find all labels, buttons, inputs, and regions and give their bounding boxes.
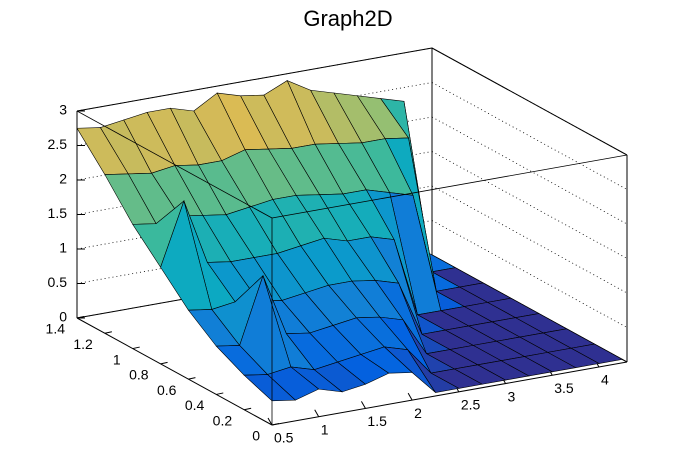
x-tick-label: 2	[414, 405, 422, 421]
tick-mark	[160, 361, 168, 365]
z-tick-label: 0	[59, 309, 67, 325]
tick-mark	[216, 392, 224, 395]
grid-line	[76, 47, 433, 112]
surface-cell	[243, 374, 297, 402]
tick-mark	[76, 316, 85, 319]
y-tick-label: 1.4	[46, 321, 66, 337]
tick-mark	[132, 346, 140, 350]
z-tick-label: 3	[59, 102, 67, 118]
grid-line	[431, 151, 628, 259]
tick-mark	[244, 407, 252, 411]
z-tick-label: 1	[59, 240, 67, 256]
z-tick-label: 0.5	[48, 274, 68, 290]
y-tick-label: 0	[252, 428, 260, 444]
tick-mark	[188, 377, 196, 380]
box-edge	[76, 317, 273, 426]
x-tick-label: 2.5	[461, 397, 481, 413]
x-tick-label: 3.5	[554, 380, 574, 396]
grid-line	[431, 116, 628, 225]
y-tick-label: 1.2	[73, 336, 93, 352]
tick-mark	[360, 401, 366, 409]
y-tick-label: 0.8	[129, 367, 149, 383]
y-tick-label: 1	[113, 351, 121, 367]
x-tick-label: 1.5	[367, 413, 387, 429]
tick-mark	[104, 331, 112, 334]
y-tick-label: 0.6	[157, 382, 177, 398]
tick-mark	[267, 417, 273, 426]
x-tick-label: 1	[321, 421, 329, 437]
y-tick-label: 0.4	[185, 397, 205, 413]
grid-line	[431, 82, 628, 190]
box-edge	[76, 110, 273, 219]
box-edge	[431, 47, 628, 156]
box-edge	[271, 154, 628, 219]
x-tick-label: 0.5	[274, 430, 294, 446]
x-tick-label: 3	[508, 388, 516, 404]
box-edge	[271, 361, 628, 426]
x-tick-label: 4	[601, 372, 609, 388]
z-tick-label: 2	[59, 171, 67, 187]
tick-mark	[407, 392, 413, 401]
chart-title: Graph2D	[303, 6, 392, 31]
z-tick-label: 2.5	[48, 136, 68, 152]
y-tick-label: 0.2	[213, 412, 233, 428]
z-tick-label: 1.5	[48, 205, 68, 221]
tick-mark	[314, 409, 320, 417]
